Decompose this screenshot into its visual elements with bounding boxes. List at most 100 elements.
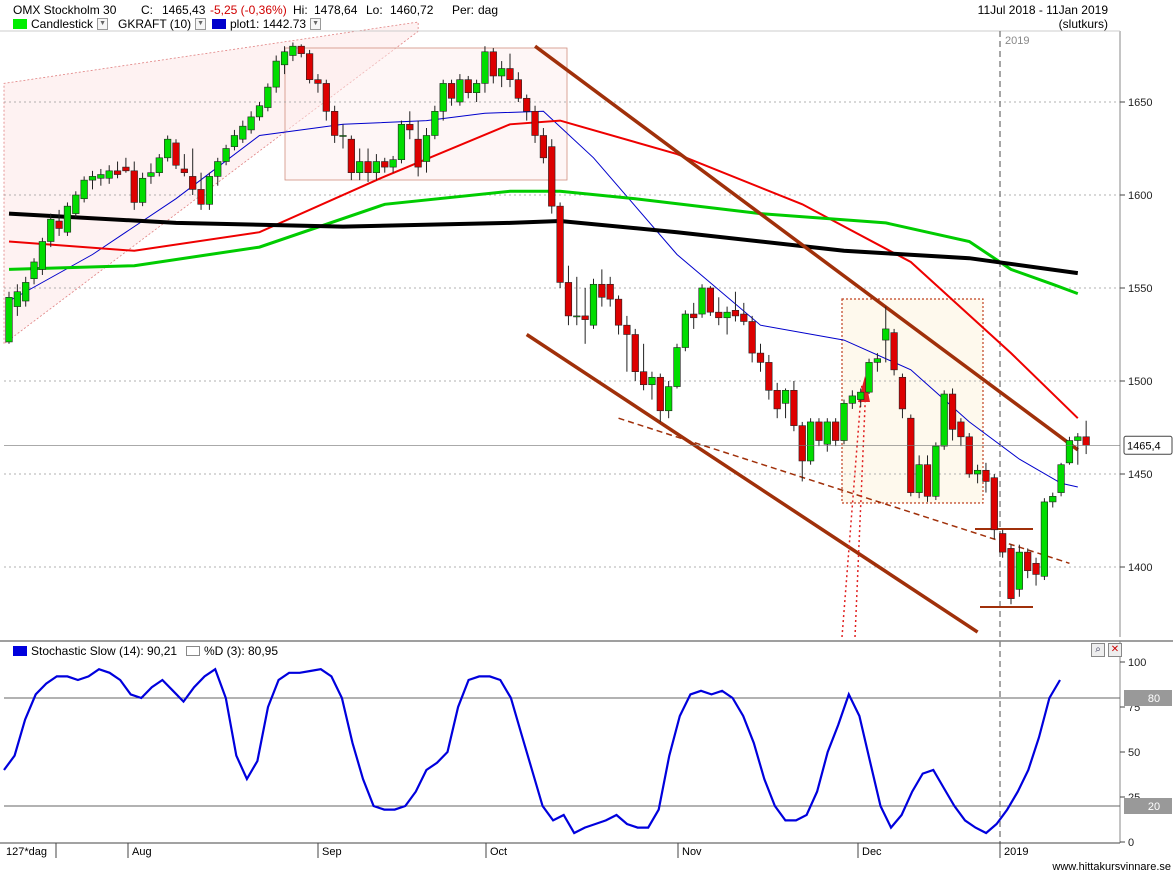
candle-body [1057, 464, 1065, 493]
candle [422, 128, 431, 173]
close-value: 1465,43 [162, 3, 206, 17]
candle-body [88, 176, 97, 181]
candle [656, 373, 664, 422]
candle-body [573, 315, 581, 318]
candle [397, 120, 406, 164]
candle [414, 120, 422, 177]
candle [30, 258, 38, 285]
chevron-down-icon[interactable]: ▼ [97, 18, 109, 30]
candle-body [915, 464, 923, 493]
candle [523, 94, 531, 121]
candle [381, 157, 389, 173]
candle-body [139, 177, 147, 203]
candle [982, 462, 990, 493]
candle [230, 129, 239, 151]
candle [139, 172, 147, 207]
candle [573, 276, 581, 326]
candle [172, 139, 180, 169]
candle-body [673, 347, 681, 387]
candle [247, 111, 255, 134]
x-axis-month-label: Oct [490, 846, 507, 858]
candle [197, 172, 205, 210]
candle [464, 75, 472, 99]
candle [1082, 420, 1090, 455]
candle [606, 276, 614, 307]
candle [865, 358, 873, 395]
candle [55, 209, 63, 236]
candle-body [30, 261, 38, 279]
candle [222, 144, 230, 166]
candle-body [205, 176, 214, 205]
low-label: Lo: [366, 3, 383, 17]
legend-gkraft[interactable]: GKRAFT (10) ▼ [118, 17, 207, 31]
candle-body [280, 51, 289, 66]
candle-body [322, 83, 330, 112]
candle-body [105, 170, 113, 179]
candle [581, 288, 589, 344]
price-tick-label: 1400 [1128, 562, 1152, 574]
instrument-title: OMX Stockholm 30 [13, 3, 117, 17]
candle [331, 105, 339, 143]
candle-body [414, 138, 422, 168]
candle [990, 474, 998, 540]
candle-body [130, 170, 138, 203]
oversold-level-label: 20 [1148, 801, 1160, 813]
candle [297, 44, 305, 58]
candle-body [598, 283, 606, 298]
candle-body [723, 311, 731, 319]
candle [806, 418, 815, 465]
candle [88, 170, 97, 190]
candle [873, 353, 881, 372]
candle-body [890, 332, 898, 371]
candle-body [272, 60, 280, 88]
candle [80, 176, 88, 203]
candle-body [1074, 436, 1082, 441]
candle [798, 421, 806, 482]
candle-body [748, 321, 756, 354]
close-icon[interactable]: ✕ [1108, 643, 1122, 657]
candle [289, 42, 297, 62]
candle-body [447, 83, 456, 99]
candle-body [731, 310, 740, 317]
high-label: Hi: [293, 3, 308, 17]
trendline [534, 44, 1079, 452]
plot1-swatch [212, 19, 226, 29]
price-tick-label: 1650 [1128, 97, 1152, 109]
chevron-down-icon[interactable]: ▼ [310, 18, 322, 30]
candle [63, 202, 72, 236]
price-chart[interactable]: 1650 1600 1550 1500 1450 1400 2019 1465,4 [0, 0, 1173, 640]
candle-body [523, 97, 531, 112]
candle-body [239, 125, 247, 140]
legend-candlestick[interactable]: Candlestick ▼ [13, 17, 109, 31]
candle [531, 105, 539, 143]
candle [815, 418, 823, 447]
candle-body [55, 220, 63, 229]
candle-body [823, 421, 831, 445]
candle-body [364, 161, 372, 173]
change-value: -5,25 (-0,36%) [210, 3, 287, 17]
candle [155, 154, 163, 177]
x-axis-month-label: Dec [862, 846, 882, 858]
candle-body [715, 311, 723, 319]
candle-body [973, 469, 982, 475]
candle-body [1007, 548, 1015, 599]
candle-body [665, 386, 673, 412]
legend-plot1[interactable]: plot1: 1442.73 ▼ [212, 17, 322, 31]
candle-body [698, 287, 706, 315]
stochastic-tick-label: 0 [1128, 837, 1134, 849]
chevron-down-icon[interactable]: ▼ [195, 18, 207, 30]
projection-arrow-line [854, 382, 867, 638]
candle [857, 388, 865, 408]
candle-body [631, 334, 639, 373]
candle [1015, 544, 1023, 597]
candle [564, 265, 573, 326]
legend-stochastic-k: Stochastic Slow (14): 90,21 [13, 644, 177, 658]
magnify-icon[interactable]: ⌕ [1091, 643, 1105, 657]
candle [840, 399, 848, 445]
candle [1057, 462, 1065, 497]
ma-green-line [8, 189, 1079, 296]
stochastic-k-line [3, 667, 1061, 835]
candle-body [113, 170, 122, 175]
candle [514, 72, 522, 102]
candle-body [548, 146, 556, 207]
